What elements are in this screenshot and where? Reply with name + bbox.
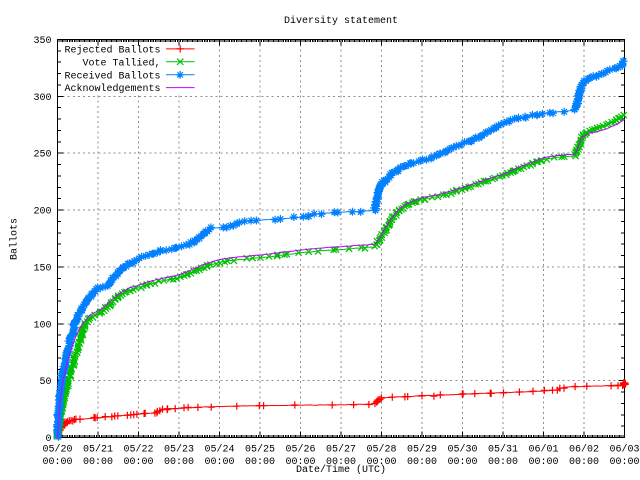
svg-text:05/22: 05/22 xyxy=(123,444,153,456)
svg-text:00:00: 00:00 xyxy=(164,457,194,468)
svg-text:00:00: 00:00 xyxy=(42,457,72,468)
svg-text:250: 250 xyxy=(33,150,51,161)
svg-text:Received Ballots: Received Ballots xyxy=(64,70,160,82)
svg-text:05/20: 05/20 xyxy=(42,444,72,456)
svg-text:05/21: 05/21 xyxy=(83,444,113,456)
svg-text:05/26: 05/26 xyxy=(285,444,315,456)
svg-text:05/29: 05/29 xyxy=(407,444,437,456)
svg-text:Date/Time (UTC): Date/Time (UTC) xyxy=(296,464,386,476)
svg-text:100: 100 xyxy=(33,320,51,331)
svg-text:300: 300 xyxy=(33,93,51,104)
svg-text:Ballots: Ballots xyxy=(9,218,21,260)
svg-text:05/25: 05/25 xyxy=(245,444,275,456)
svg-text:Vote Tallied,: Vote Tallied, xyxy=(82,57,160,69)
svg-text:06/01: 06/01 xyxy=(528,444,558,456)
svg-text:00:00: 00:00 xyxy=(366,457,396,468)
svg-text:00:00: 00:00 xyxy=(569,457,599,468)
svg-text:05/28: 05/28 xyxy=(366,444,396,456)
svg-text:50: 50 xyxy=(39,377,51,388)
svg-text:00:00: 00:00 xyxy=(488,457,518,468)
svg-text:200: 200 xyxy=(33,207,51,218)
svg-text:350: 350 xyxy=(33,36,51,47)
svg-text:Acknowledgements: Acknowledgements xyxy=(64,83,160,95)
svg-text:Diversity statement: Diversity statement xyxy=(284,15,398,27)
svg-text:00:00: 00:00 xyxy=(204,457,234,468)
svg-text:05/24: 05/24 xyxy=(204,444,234,456)
svg-text:00:00: 00:00 xyxy=(285,457,315,468)
svg-text:00:00: 00:00 xyxy=(326,457,356,468)
svg-text:150: 150 xyxy=(33,263,51,274)
svg-text:00:00: 00:00 xyxy=(407,457,437,468)
svg-text:05/27: 05/27 xyxy=(326,444,356,456)
svg-text:0: 0 xyxy=(45,434,51,445)
svg-text:00:00: 00:00 xyxy=(245,457,275,468)
svg-text:05/23: 05/23 xyxy=(164,444,194,456)
svg-text:00:00: 00:00 xyxy=(609,457,639,468)
svg-text:06/02: 06/02 xyxy=(569,444,599,456)
svg-text:05/30: 05/30 xyxy=(447,444,477,456)
svg-text:00:00: 00:00 xyxy=(123,457,153,468)
svg-text:Rejected Ballots: Rejected Ballots xyxy=(64,44,160,56)
svg-text:06/03: 06/03 xyxy=(609,444,639,456)
svg-text:05/31: 05/31 xyxy=(488,444,518,456)
svg-text:00:00: 00:00 xyxy=(83,457,113,468)
svg-text:00:00: 00:00 xyxy=(528,457,558,468)
svg-text:00:00: 00:00 xyxy=(447,457,477,468)
